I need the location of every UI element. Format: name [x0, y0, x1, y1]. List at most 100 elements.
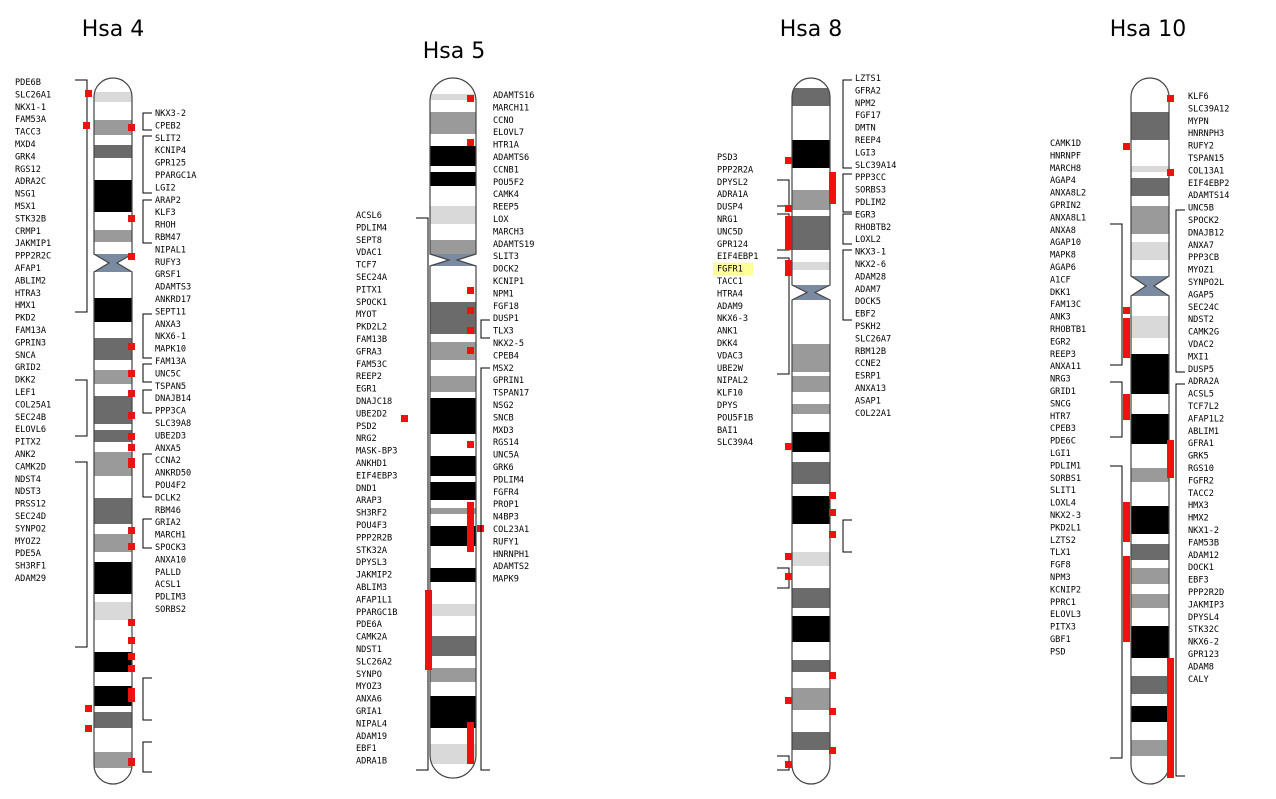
right-gene-label: PSKH2 — [855, 322, 881, 332]
left-gene-label: NKX1-1 — [15, 103, 46, 113]
right-gene-label: KLF3 — [155, 208, 176, 218]
right-gene-label: ADAM8 — [1188, 662, 1214, 672]
right-gene-label: FGF18 — [493, 302, 519, 312]
chromosome-band — [430, 342, 476, 360]
chromosome-band — [792, 750, 830, 784]
left-gene-label: A1CF — [1050, 275, 1071, 285]
chromosome-band — [1131, 172, 1169, 178]
chromosome-ideogram — [93, 77, 133, 785]
chromosome-band — [94, 594, 132, 602]
left-gene-label: JAKMIP1 — [15, 239, 51, 249]
gene-position-marker — [1123, 394, 1130, 420]
chromosome-band — [94, 686, 132, 706]
right-gene-label: NPM2 — [855, 99, 876, 109]
right-gene-label: PPP3CC — [855, 173, 886, 183]
left-gene-label: SEC24D — [15, 512, 46, 522]
right-gene-label: JAKMIP3 — [1188, 600, 1224, 610]
right-bracket — [842, 79, 852, 169]
right-gene-label: GPR125 — [155, 159, 186, 169]
right-gene-label: DOCK5 — [855, 297, 881, 307]
gene-position-marker — [785, 205, 792, 212]
left-gene-label: MAPK8 — [1050, 251, 1076, 261]
left-gene-label: ADAM29 — [15, 574, 46, 584]
left-bracket — [777, 179, 790, 207]
chromosome-outline — [429, 77, 477, 779]
left-gene-label: NRG3 — [1050, 375, 1071, 385]
right-gene-label: NKX6-2 — [1188, 638, 1219, 648]
gene-position-marker — [829, 492, 836, 499]
right-bracket — [142, 112, 152, 131]
left-gene-label: AGAP6 — [1050, 263, 1076, 273]
chromosome-band — [94, 442, 132, 452]
right-gene-label: HNRNPH3 — [1188, 129, 1224, 139]
chromosome-band — [1131, 260, 1169, 276]
gene-position-marker — [829, 172, 836, 204]
left-gene-label: PITX2 — [15, 438, 41, 448]
left-gene-label: SLC26A2 — [356, 657, 392, 667]
right-gene-label: AGAP5 — [1188, 290, 1214, 300]
chromosome-band — [430, 398, 476, 434]
chromosome-band — [94, 602, 132, 620]
chromosome-band — [1131, 594, 1169, 608]
left-gene-label: PPP2R2A — [717, 165, 754, 175]
chromosome-band — [792, 168, 830, 190]
chromosome-band — [1131, 568, 1169, 584]
right-gene-label: GFRA1 — [1188, 439, 1214, 449]
right-gene-label: ANKRD17 — [155, 295, 191, 305]
right-gene-label: POU4F2 — [155, 481, 186, 491]
chromosome-band — [1131, 694, 1169, 706]
right-gene-label: SPOCK3 — [155, 543, 186, 553]
chromosome-band — [792, 642, 830, 660]
gene-position-marker — [1123, 556, 1130, 642]
left-gene-label: LEF1 — [15, 388, 36, 398]
left-gene-label: PDLIM4 — [356, 223, 387, 233]
chromosome-band — [792, 566, 830, 588]
right-gene-label: CALY — [1188, 675, 1210, 685]
gene-position-marker — [467, 441, 474, 448]
gene-position-marker — [128, 412, 135, 419]
chromosome-band — [1131, 506, 1169, 534]
right-gene-label: DMTN — [855, 124, 876, 134]
chromosome-band — [792, 106, 830, 140]
left-gene-label: PSD — [1050, 647, 1066, 657]
chromosome-band — [430, 668, 476, 682]
right-gene-label: ADAM12 — [1188, 551, 1219, 561]
chromosome-band — [792, 216, 830, 250]
chromosome-panel-hsa4: Hsa 4 PDE6B SLC26A1 NKX1-1 FAM53A TACC3 MXD4 G… — [15, 17, 484, 785]
right-gene-label: ACSL1 — [155, 580, 181, 590]
chromosome-band — [1131, 316, 1169, 338]
right-gene-label: CCNA2 — [155, 456, 181, 466]
gene-position-marker — [785, 260, 792, 276]
left-gene-label: PKD2 — [15, 314, 36, 324]
right-gene-label: ADAMTS6 — [493, 153, 529, 163]
right-gene-label: FGFR2 — [1188, 476, 1214, 486]
gene-position-marker — [467, 327, 474, 334]
right-gene-label: MAPK10 — [155, 345, 186, 355]
chromosome-band — [94, 242, 132, 254]
left-gene-label: GRIA1 — [356, 707, 382, 717]
chromosome-band — [94, 338, 132, 360]
gene-position-marker — [467, 287, 474, 294]
left-gene-label: POU4F3 — [356, 521, 387, 531]
right-gene-label: ANXA3 — [155, 320, 181, 330]
chromosome-band — [1131, 444, 1169, 468]
right-gene-label: PPP3CA — [155, 407, 187, 417]
left-gene-label: ANK2 — [15, 450, 36, 460]
chromosome-band — [430, 146, 476, 166]
chromosome-band — [1131, 608, 1169, 626]
chromosome-band — [430, 78, 476, 94]
gene-position-marker — [128, 619, 135, 626]
chromosome-band — [94, 145, 132, 158]
left-gene-label: SYNPO — [356, 670, 382, 680]
chromosome-band — [94, 728, 132, 752]
left-gene-label: PSD2 — [356, 422, 377, 432]
right-gene-label: ESRP1 — [855, 372, 881, 382]
chromosome-band — [1131, 306, 1169, 316]
right-gene-label: ADAMTS3 — [155, 283, 191, 293]
chromosome-band — [1131, 414, 1169, 444]
right-gene-label: CCNE2 — [855, 359, 881, 369]
left-gene-label: ABLIM3 — [356, 583, 387, 593]
chromosome-band — [792, 484, 830, 496]
chromosome-band — [430, 166, 476, 172]
right-gene-label: SPOCK2 — [1188, 216, 1219, 226]
